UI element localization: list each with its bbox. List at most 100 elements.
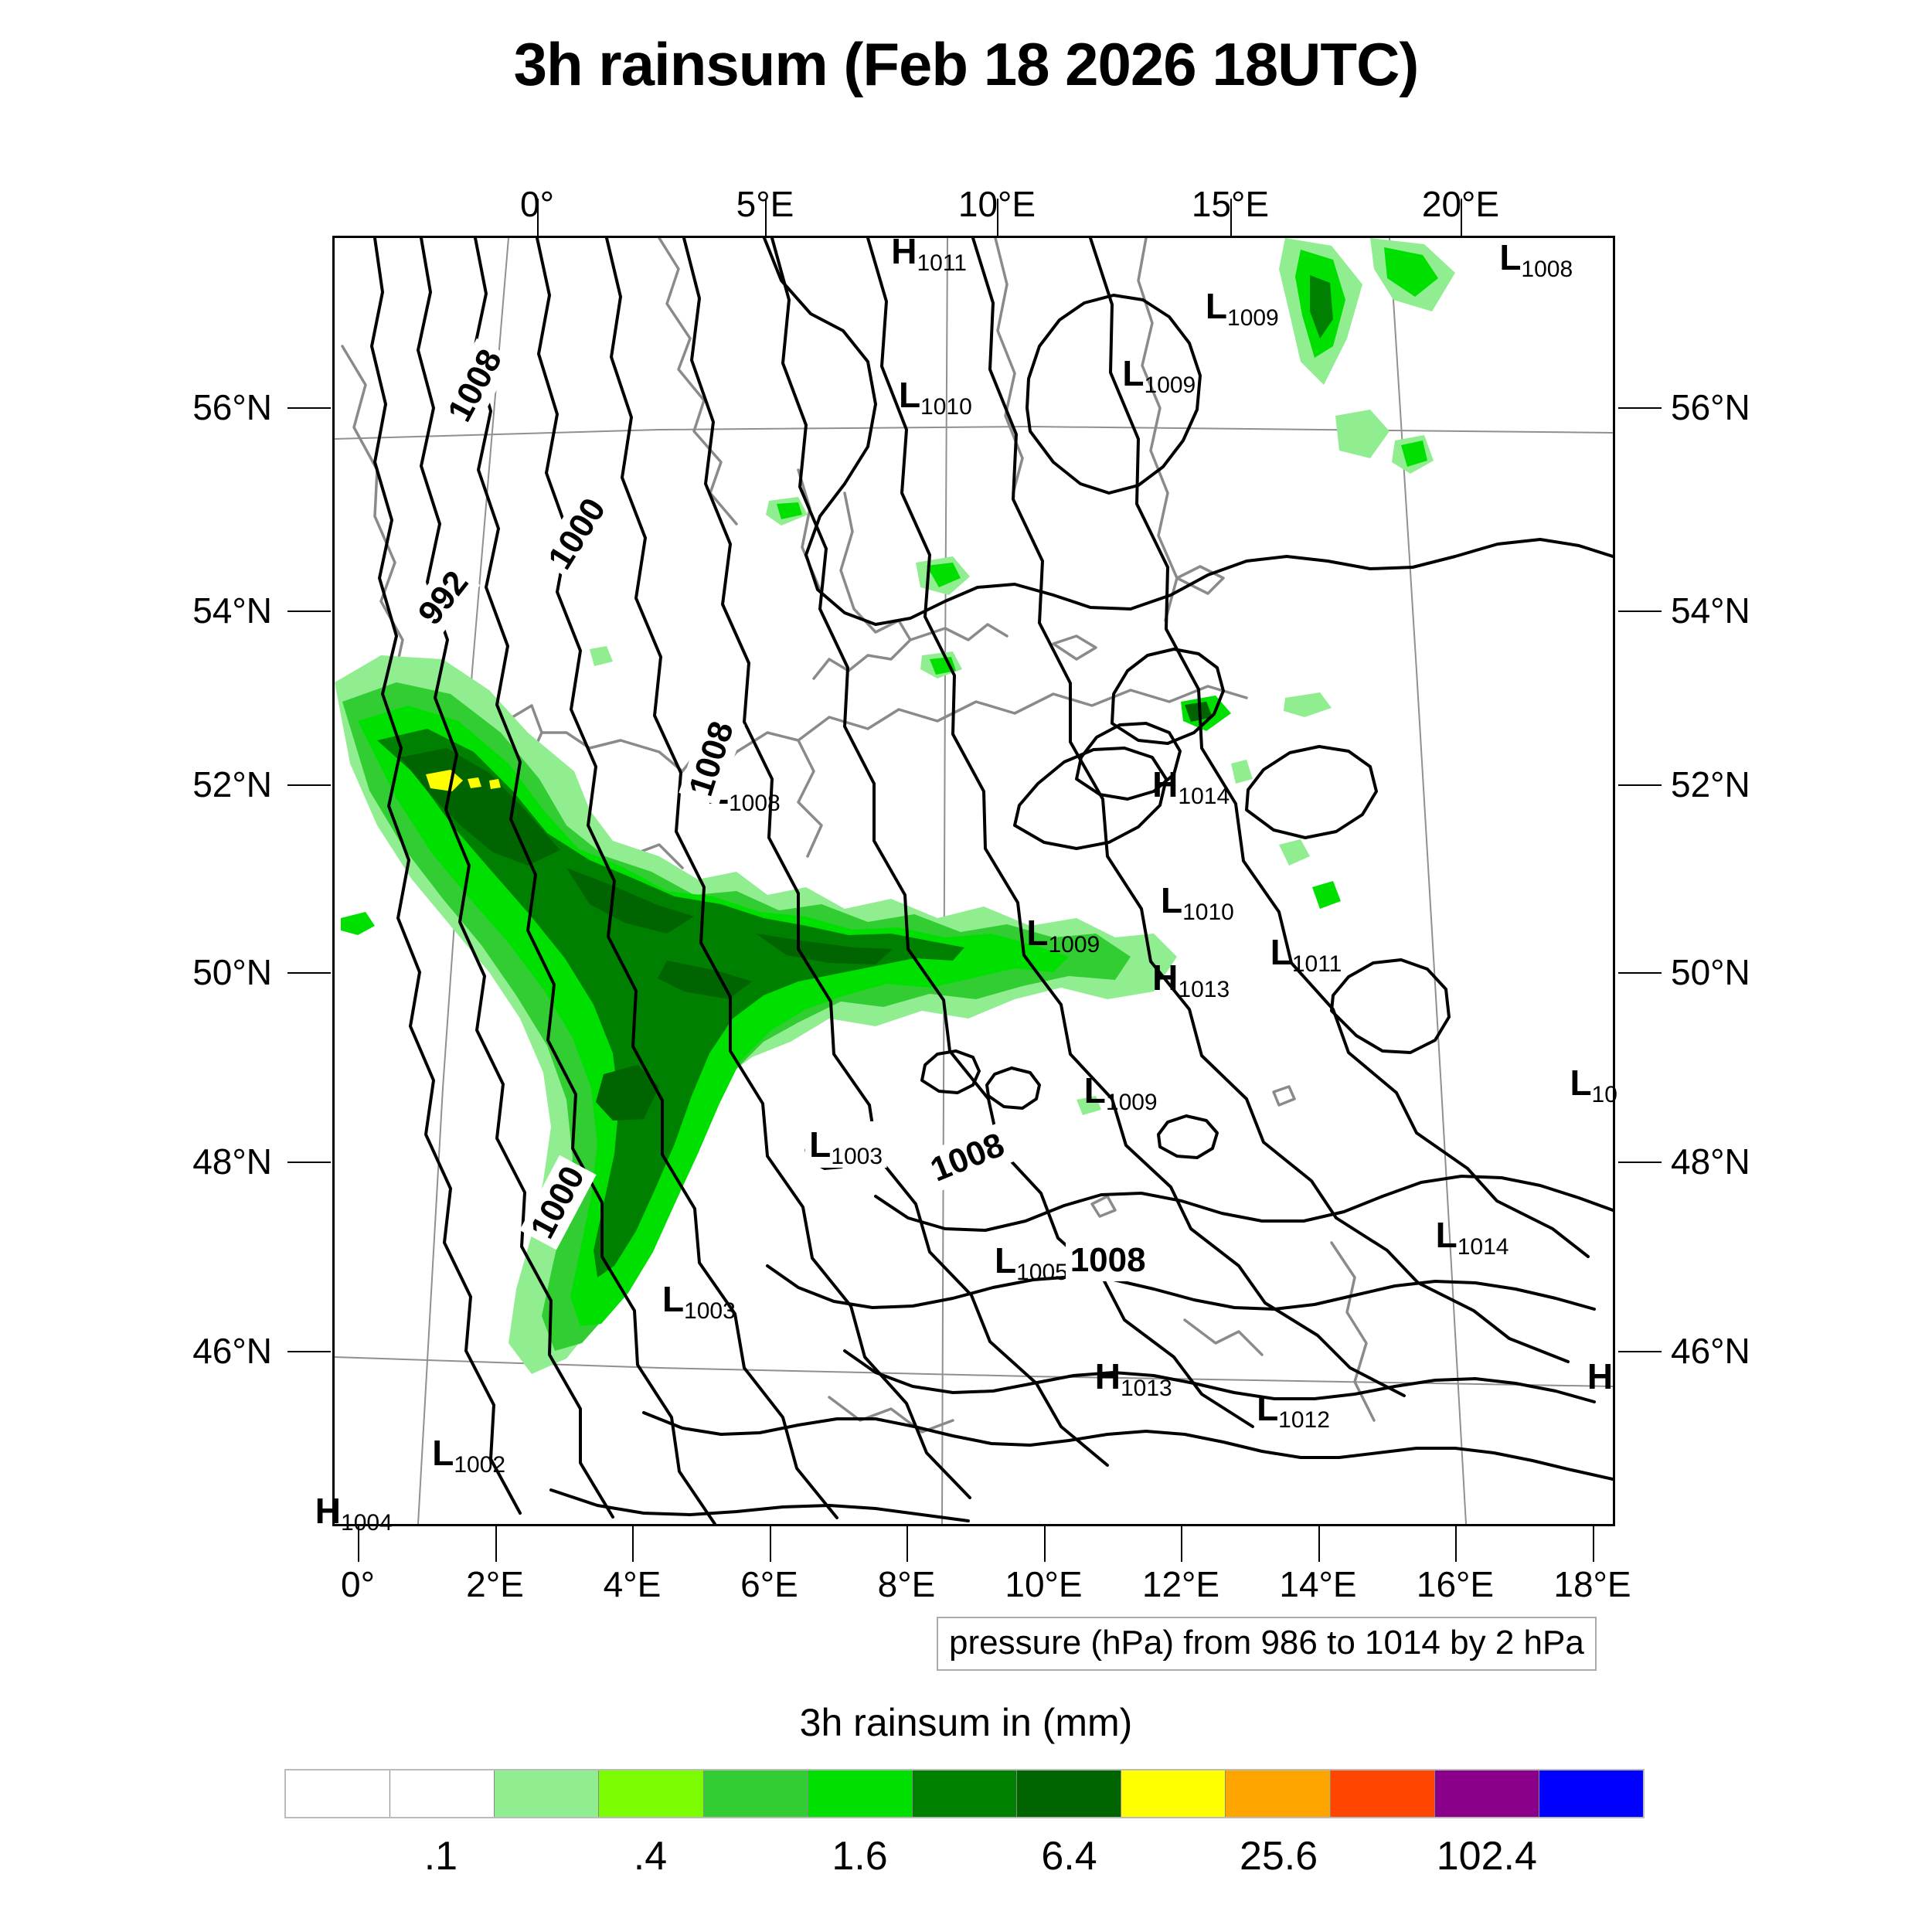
axis-tick-mark [1318,1526,1320,1562]
colorbar-cell[interactable] [1121,1770,1226,1817]
right-axis-label: 46°N [1671,1331,1750,1371]
colorbar-cell[interactable] [599,1770,704,1817]
colorbar-tick-label: .1 [423,1834,458,1879]
axis-tick-mark [1618,972,1662,974]
axis-tick-mark [287,1162,331,1163]
colorbar-tick-label: 25.6 [1239,1834,1318,1879]
axis-tick-mark [1618,784,1662,786]
low-pressure-marker: L1012 [1257,1388,1330,1434]
right-axis-label: 50°N [1671,952,1750,992]
bottom-axis-label: 14°E [1279,1564,1357,1604]
colorbar-cell[interactable] [1434,1770,1539,1817]
colorbar[interactable] [284,1769,1645,1818]
high-pressure-marker: H1013 [1094,1355,1172,1401]
bottom-axis-label: 16°E [1416,1564,1495,1604]
left-axis-label: 46°N [192,1331,272,1371]
bottom-axis-label: 4°E [603,1564,662,1604]
axis-tick-mark [765,199,767,236]
axis-tick-mark [1043,1526,1046,1562]
colorbar-tick-label: .4 [633,1834,668,1879]
axis-tick-mark [769,1526,771,1562]
right-axis-label: 54°N [1671,590,1750,631]
isobars [370,238,1613,1524]
colorbar-cell[interactable] [1226,1770,1331,1817]
map-panel: H1011L1008L1009L1009L1010H1014L1008L1010… [315,231,1617,1536]
colorbar-cell[interactable] [1330,1770,1435,1817]
high-pressure-marker: H1014 [1152,764,1230,810]
low-pressure-marker: L1003 [662,1278,736,1324]
left-axis-label: 50°N [192,952,272,992]
page-title: 3h rainsum (Feb 18 2026 18UTC) [513,30,1420,98]
low-pressure-marker: L1009 [1122,352,1196,398]
bottom-axis-label: 8°E [877,1564,936,1604]
weather-map-svg [335,238,1613,1524]
axis-tick-mark [997,199,998,236]
axis-tick-mark [495,1526,497,1562]
bottom-axis-label: 10°E [1005,1564,1083,1604]
left-axis-label: 52°N [192,764,272,804]
colorbar-cell[interactable] [703,1770,808,1817]
colorbar-tick-label: 1.6 [832,1834,888,1879]
colorbar-tick-label: 6.4 [1041,1834,1097,1879]
axis-tick-mark [1618,407,1662,409]
bottom-axis-label: 12°E [1141,1564,1220,1604]
low-pressure-marker: L1008 [1499,236,1573,282]
low-pressure-marker: L1014 [1435,1214,1509,1260]
low-pressure-marker: L1011 [1270,931,1342,977]
axis-tick-mark [1461,199,1462,236]
axis-tick-mark [287,611,331,612]
left-axis-label: 56°N [192,387,272,427]
axis-tick-mark [1618,1351,1662,1352]
axis-tick-mark [632,1526,634,1562]
colorbar-cell[interactable] [390,1770,495,1817]
axis-tick-mark [1618,1162,1662,1163]
axis-tick-mark [1230,199,1232,236]
axis-tick-mark [287,1351,331,1352]
high-pressure-marker: H1004 [315,1491,393,1536]
bottom-axis-label: 6°E [740,1564,798,1604]
axis-tick-mark [1618,611,1662,612]
high-pressure-marker: H1011 [891,230,967,276]
colorbar-cell[interactable] [495,1770,600,1817]
map-canvas [335,238,1613,1524]
high-pressure-marker: H1013 [1152,957,1230,1002]
low-pressure-marker: L1005 [994,1240,1068,1285]
colorbar-cell[interactable] [286,1770,391,1817]
low-pressure-marker: L1010 [1161,879,1234,925]
bottom-axis-label: 18°E [1553,1564,1631,1604]
low-pressure-marker: L1002 [432,1433,506,1478]
axis-tick-mark [906,1526,908,1562]
axis-tick-mark [537,199,539,236]
right-axis-label: 48°N [1671,1141,1750,1182]
axis-tick-mark [287,784,331,786]
colorbar-cell[interactable] [912,1770,1018,1817]
pressure-contour-note: pressure (hPa) from 986 to 1014 by 2 hPa [937,1617,1597,1671]
colorbar-cell[interactable] [1539,1770,1644,1817]
axis-tick-mark [358,1526,359,1562]
axis-tick-mark [287,972,331,974]
axis-tick-mark [1455,1526,1457,1562]
colorbar-cell[interactable] [1017,1770,1122,1817]
precipitation-shading [335,238,1455,1374]
colorbar-title: 3h rainsum in (mm) [799,1701,1133,1744]
colorbar-cell[interactable] [808,1770,913,1817]
bottom-axis-label: 0° [341,1564,375,1604]
low-pressure-marker: L1003 [804,1121,888,1169]
isobar-label: 1008 [1065,1239,1151,1281]
low-pressure-marker: L1009 [1026,912,1100,957]
left-axis-label: 48°N [192,1141,272,1182]
colorbar-tick-label: 102.4 [1436,1834,1537,1879]
colorbar-labels: .1 .4 1.6 6.4 25.6 102.4 [284,1833,1645,1887]
right-axis-label: 52°N [1671,764,1750,804]
low-pressure-marker: L10 [1570,1063,1617,1108]
high-pressure-marker: H [1587,1355,1614,1396]
axis-tick-mark [1592,1526,1594,1562]
axis-tick-mark [287,407,331,409]
left-axis-label: 54°N [192,590,272,631]
low-pressure-marker: L1009 [1205,286,1279,332]
bottom-axis-label: 2°E [466,1564,524,1604]
axis-tick-mark [1181,1526,1182,1562]
right-axis-label: 56°N [1671,387,1750,427]
low-pressure-marker: L1009 [1083,1070,1158,1116]
low-pressure-marker: L1010 [898,375,972,420]
